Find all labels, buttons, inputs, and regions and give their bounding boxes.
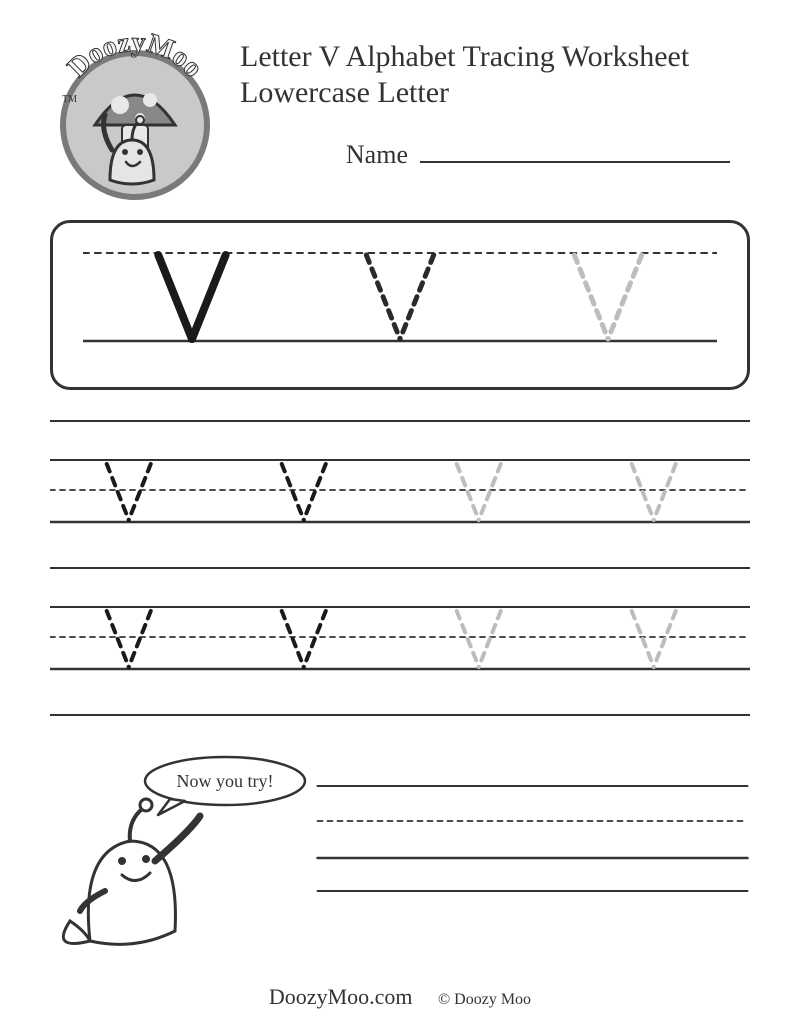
practice-row-1[interactable] — [50, 452, 750, 532]
try-row: Now you try! — [50, 751, 750, 961]
try-lines[interactable] — [315, 776, 750, 901]
name-row: Name — [240, 140, 750, 170]
practice-row-2[interactable] — [50, 599, 750, 679]
blank-line-3 — [50, 714, 750, 716]
worksheet-page: DoozyMoo TM Letter V Alphabet Tracing Wo… — [0, 0, 800, 1035]
trademark: TM — [62, 94, 77, 105]
example-box — [50, 220, 750, 390]
footer: DoozyMoo.com © Doozy Moo — [0, 984, 800, 1010]
name-label: Name — [346, 140, 408, 170]
speech-bubble-text: Now you try! — [177, 771, 274, 791]
brand-logo: DoozyMoo TM — [50, 30, 220, 200]
mascot-icon: Now you try! — [50, 751, 310, 961]
blank-line-2 — [50, 567, 750, 569]
example-letters — [83, 223, 717, 387]
header: DoozyMoo TM Letter V Alphabet Tracing Wo… — [50, 30, 750, 200]
practice-area — [50, 420, 750, 716]
title-line-2: Lowercase Letter — [240, 76, 750, 110]
title-line-1: Letter V Alphabet Tracing Worksheet — [240, 40, 750, 74]
name-input-line[interactable] — [420, 161, 730, 163]
footer-copyright: © Doozy Moo — [438, 991, 531, 1008]
title-area: Letter V Alphabet Tracing Worksheet Lowe… — [240, 30, 750, 170]
blank-line-1 — [50, 420, 750, 422]
footer-site: DoozyMoo.com — [269, 984, 413, 1009]
